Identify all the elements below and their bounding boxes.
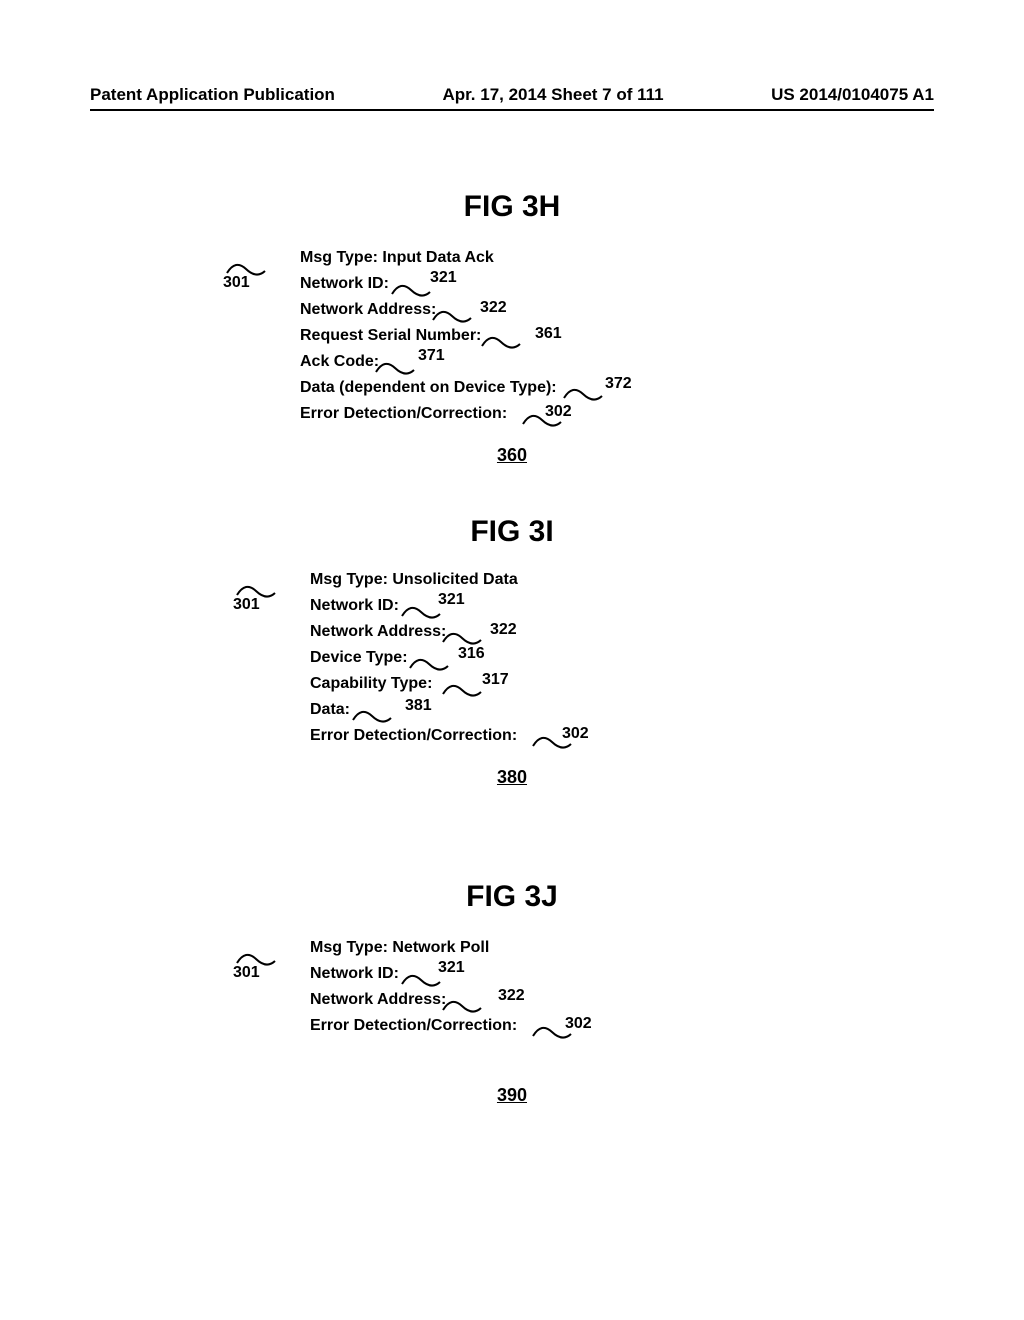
figure-row: Network Address: 322 bbox=[310, 987, 517, 1013]
figure-row: Data: 381 bbox=[310, 697, 518, 723]
row-label: Network Address: bbox=[300, 297, 436, 323]
row-label: Network Address: bbox=[310, 987, 446, 1013]
header-left: Patent Application Publication bbox=[90, 85, 335, 105]
figure-block: Msg Type: Input Data AckNetwork ID: 321N… bbox=[300, 245, 557, 427]
row-label: Error Detection/Correction: bbox=[300, 401, 507, 427]
header-center: Apr. 17, 2014 Sheet 7 of 111 bbox=[442, 85, 663, 105]
row-label: Ack Code: bbox=[300, 349, 379, 375]
figure-row: Msg Type: Input Data Ack bbox=[300, 245, 557, 271]
figure-title: FIG 3J bbox=[0, 880, 1024, 914]
ref-number: 302 bbox=[565, 1011, 592, 1037]
figure-row: Msg Type: Unsolicited Data bbox=[310, 567, 518, 593]
row-label: Msg Type: Input Data Ack bbox=[300, 245, 494, 271]
ref-number: 321 bbox=[438, 587, 465, 613]
row-label: Msg Type: Unsolicited Data bbox=[310, 567, 518, 593]
figure-row: Msg Type: Network Poll bbox=[310, 935, 517, 961]
page: Patent Application Publication Apr. 17, … bbox=[0, 0, 1024, 1320]
ref-number: 361 bbox=[535, 321, 562, 347]
ref-number: 316 bbox=[458, 641, 485, 667]
row-label: Network ID: bbox=[310, 593, 399, 619]
figure-block: Msg Type: Unsolicited DataNetwork ID: 32… bbox=[310, 567, 518, 749]
ref-number: 317 bbox=[482, 667, 509, 693]
figure-block: Msg Type: Network PollNetwork ID: 321Net… bbox=[310, 935, 517, 1039]
lead-label-left: 301 bbox=[235, 582, 277, 600]
ref-number: 322 bbox=[490, 617, 517, 643]
lead-label-left: 301 bbox=[235, 950, 277, 968]
row-label: Device Type: bbox=[310, 645, 408, 671]
row-label: Error Detection/Correction: bbox=[310, 1013, 517, 1039]
row-label: Data (dependent on Device Type): bbox=[300, 375, 557, 401]
ref-number: 381 bbox=[405, 693, 432, 719]
row-label: Network ID: bbox=[300, 271, 389, 297]
row-label: Request Serial Number: bbox=[300, 323, 481, 349]
row-label: Data: bbox=[310, 697, 350, 723]
page-header: Patent Application Publication Apr. 17, … bbox=[90, 85, 934, 111]
figure-row: Network ID: 321 bbox=[300, 271, 557, 297]
figure-row: Error Detection/Correction: 302 bbox=[300, 401, 557, 427]
figure-row: Network Address: 322 bbox=[310, 619, 518, 645]
ref-number: 322 bbox=[498, 983, 525, 1009]
figure-row: Network ID: 321 bbox=[310, 593, 518, 619]
row-label: Network Address: bbox=[310, 619, 446, 645]
ref-number: 322 bbox=[480, 295, 507, 321]
figure-row: Error Detection/Correction: 302 bbox=[310, 1013, 517, 1039]
ref-number: 321 bbox=[438, 955, 465, 981]
figure-row: Error Detection/Correction: 302 bbox=[310, 723, 518, 749]
figure-row: Ack Code: 371 bbox=[300, 349, 557, 375]
row-label: Network ID: bbox=[310, 961, 399, 987]
figure-ref-number: 360 bbox=[0, 445, 1024, 466]
row-label: Error Detection/Correction: bbox=[310, 723, 517, 749]
figure-row: Network Address: 322 bbox=[300, 297, 557, 323]
lead-label-left: 301 bbox=[225, 260, 267, 278]
figure-title: FIG 3I bbox=[0, 515, 1024, 549]
ref-number: 302 bbox=[545, 399, 572, 425]
ref-number: 372 bbox=[605, 371, 632, 397]
figure-ref-number: 390 bbox=[0, 1085, 1024, 1106]
ref-number: 371 bbox=[418, 343, 445, 369]
ref-number: 302 bbox=[562, 721, 589, 747]
figure-row: Network ID: 321 bbox=[310, 961, 517, 987]
figure-ref-number: 380 bbox=[0, 767, 1024, 788]
figure-row: Data (dependent on Device Type): 372 bbox=[300, 375, 557, 401]
figure-title: FIG 3H bbox=[0, 190, 1024, 224]
ref-number: 321 bbox=[430, 265, 457, 291]
header-right: US 2014/0104075 A1 bbox=[771, 85, 934, 105]
